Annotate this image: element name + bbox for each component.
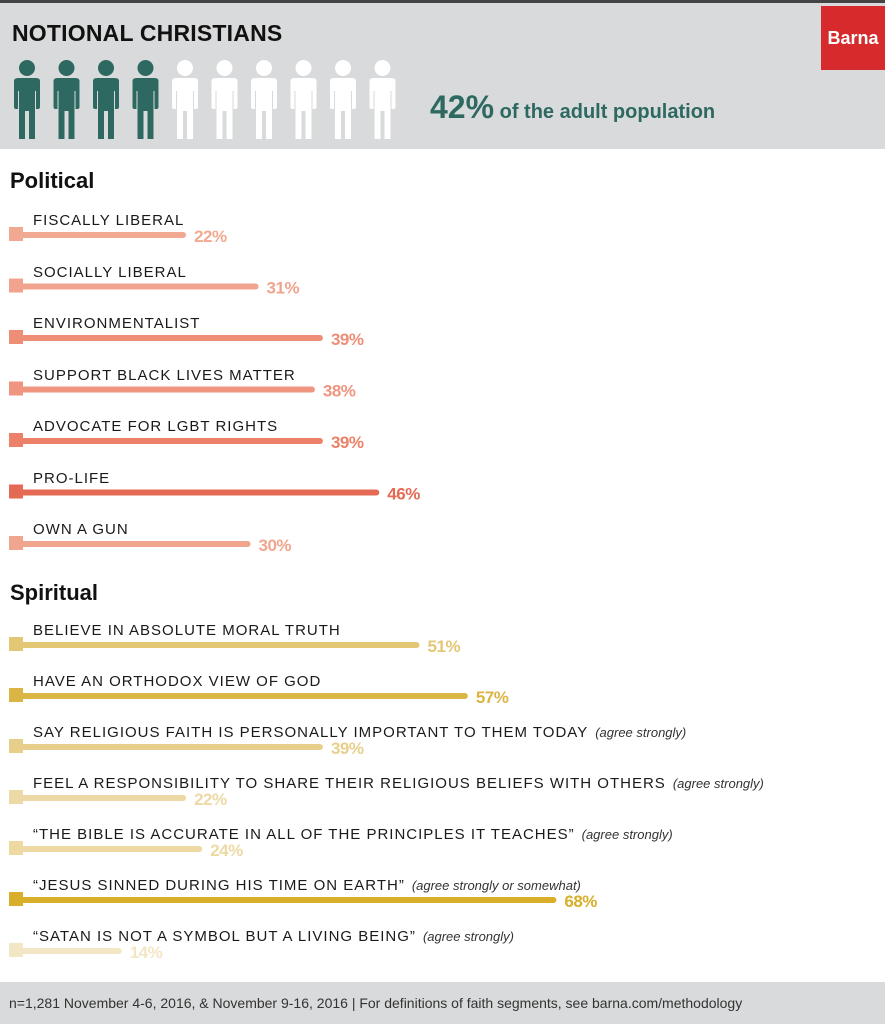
spiritual-bar (9, 897, 557, 903)
section-title-spiritual: Spiritual (10, 580, 99, 605)
category-label: SAY RELIGIOUS FAITH IS PERSONALLY IMPORT… (33, 724, 589, 741)
spiritual-row-label: “JESUS SINNED DURING HIS TIME ON EARTH” (… (33, 877, 581, 894)
person-icon (93, 60, 119, 139)
category-note: (agree strongly) (672, 776, 764, 791)
political-row-label: SOCIALLY LIBERAL (33, 264, 187, 281)
spiritual-row-label: SAY RELIGIOUS FAITH IS PERSONALLY IMPORT… (33, 724, 686, 741)
political-value-label: 30% (259, 536, 292, 555)
category-label: SUPPORT BLACK LIVES MATTER (33, 366, 296, 384)
category-label: BELIEVE IN ABSOLUTE MORAL TRUTH (33, 622, 341, 639)
person-icon (211, 60, 238, 139)
spiritual-value-label: 39% (331, 739, 364, 758)
political-value-label: 39% (331, 330, 364, 349)
spiritual-bar (9, 642, 420, 648)
person-icon (330, 60, 356, 139)
footer-band: n=1,281 November 4-6, 2016, & November 9… (0, 982, 885, 1024)
spiritual-row-label: BELIEVE IN ABSOLUTE MORAL TRUTH (33, 622, 341, 639)
spiritual-row-label: “SATAN IS NOT A SYMBOL BUT A LIVING BEIN… (33, 928, 514, 945)
person-icon (53, 60, 80, 139)
category-label: OWN A GUN (33, 521, 129, 538)
category-label: ENVIRONMENTALIST (33, 315, 201, 332)
political-row-label: OWN A GUN (33, 521, 129, 538)
top-rule (0, 0, 885, 3)
political-value-label: 31% (267, 279, 300, 298)
spiritual-value-label: 57% (476, 688, 509, 707)
political-row-label: FISCALLY LIBERAL (33, 212, 184, 229)
spiritual-bar (9, 744, 323, 750)
political-row-label: SUPPORT BLACK LIVES MATTER (33, 367, 296, 384)
section-title-political: Political (10, 168, 95, 193)
spiritual-value-label: 14% (130, 943, 163, 962)
category-label: HAVE AN ORTHODOX VIEW OF GOD (33, 673, 322, 690)
political-value-label: 22% (194, 227, 227, 246)
political-bar (9, 541, 251, 547)
category-label: SOCIALLY LIBERAL (33, 263, 187, 281)
political-value-label: 38% (323, 382, 356, 401)
spiritual-bar (9, 795, 187, 801)
page-title: NOTIONAL CHRISTIANS (12, 20, 283, 46)
political-row-label: ENVIRONMENTALIST (33, 315, 200, 332)
political-bar (9, 335, 323, 341)
person-icon (172, 60, 198, 139)
population-headline: 42% of the adult population (430, 89, 715, 126)
political-value-label: 39% (331, 433, 364, 452)
category-label: FISCALLY LIBERAL (33, 212, 185, 229)
political-bar (9, 489, 380, 496)
spiritual-value-label: 22% (194, 790, 227, 809)
person-icon (14, 60, 40, 139)
political-bar (9, 438, 323, 444)
political-bar (9, 283, 259, 290)
political-row-label: PRO-LIFE (33, 470, 110, 487)
person-icon (369, 60, 396, 139)
political-row-label: ADVOCATE FOR LGBT RIGHTS (33, 418, 278, 435)
category-label: “THE BIBLE IS ACCURATE IN ALL OF THE PRI… (33, 826, 575, 843)
political-value-label: 46% (387, 485, 420, 504)
category-label: FEEL A RESPONSIBILITY TO SHARE THEIR REL… (33, 775, 666, 792)
category-note: (agree strongly or somewhat) (411, 878, 581, 893)
spiritual-bar (9, 846, 203, 852)
category-label: “SATAN IS NOT A SYMBOL BUT A LIVING BEIN… (33, 928, 416, 945)
spiritual-value-label: 68% (564, 892, 597, 911)
category-note: (agree strongly) (422, 929, 514, 944)
category-label: ADVOCATE FOR LGBT RIGHTS (33, 418, 279, 435)
footer-source-note: n=1,281 November 4-6, 2016, & November 9… (9, 995, 743, 1011)
spiritual-row-label: HAVE AN ORTHODOX VIEW OF GOD (33, 673, 321, 690)
spiritual-value-label: 24% (210, 841, 243, 860)
political-bar (9, 232, 187, 238)
category-note: (agree strongly) (595, 725, 687, 740)
category-label: PRO-LIFE (33, 469, 111, 487)
population-people-icons (14, 60, 396, 139)
political-bar (9, 386, 315, 393)
header-band: NOTIONAL CHRISTIANS Barna 42% of the adu… (0, 3, 885, 149)
person-icon (290, 60, 317, 139)
population-percent: 42% (430, 89, 495, 125)
category-note: (agree strongly) (581, 827, 673, 842)
population-text: of the adult population (499, 101, 716, 123)
person-icon (251, 60, 277, 139)
spiritual-bar (9, 693, 468, 699)
spiritual-row-label: “THE BIBLE IS ACCURATE IN ALL OF THE PRI… (33, 826, 673, 843)
spiritual-value-label: 51% (428, 637, 461, 656)
category-label: “JESUS SINNED DURING HIS TIME ON EARTH” (33, 877, 405, 894)
person-icon (132, 60, 159, 139)
spiritual-row-label: FEEL A RESPONSIBILITY TO SHARE THEIR REL… (33, 775, 764, 792)
barna-logo: Barna (821, 6, 885, 70)
spiritual-bar (9, 948, 122, 954)
